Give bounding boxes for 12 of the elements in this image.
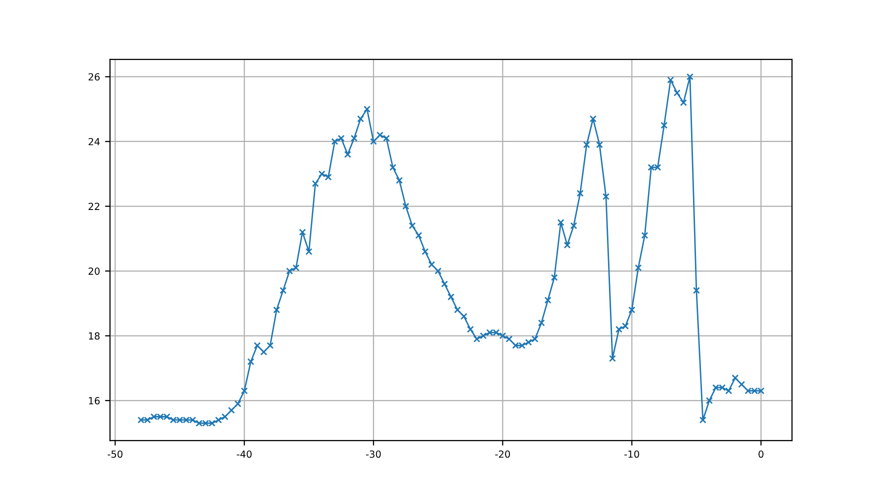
y-tick-label: 26 [88,73,100,81]
x-tick-label: -50 [108,450,122,458]
y-tick-label: 24 [88,138,100,146]
y-tick-label: 22 [88,202,100,210]
x-tick-label: -40 [236,450,252,458]
y-tick-label: 20 [88,268,100,275]
y-tick-label: 16 [88,397,100,404]
x-tick-label: -30 [366,450,381,458]
x-tick-label: -10 [624,450,640,458]
y-tick-label: 18 [88,332,100,340]
x-tick-label: -20 [495,450,510,458]
x-tick-label: 0 [758,450,764,458]
